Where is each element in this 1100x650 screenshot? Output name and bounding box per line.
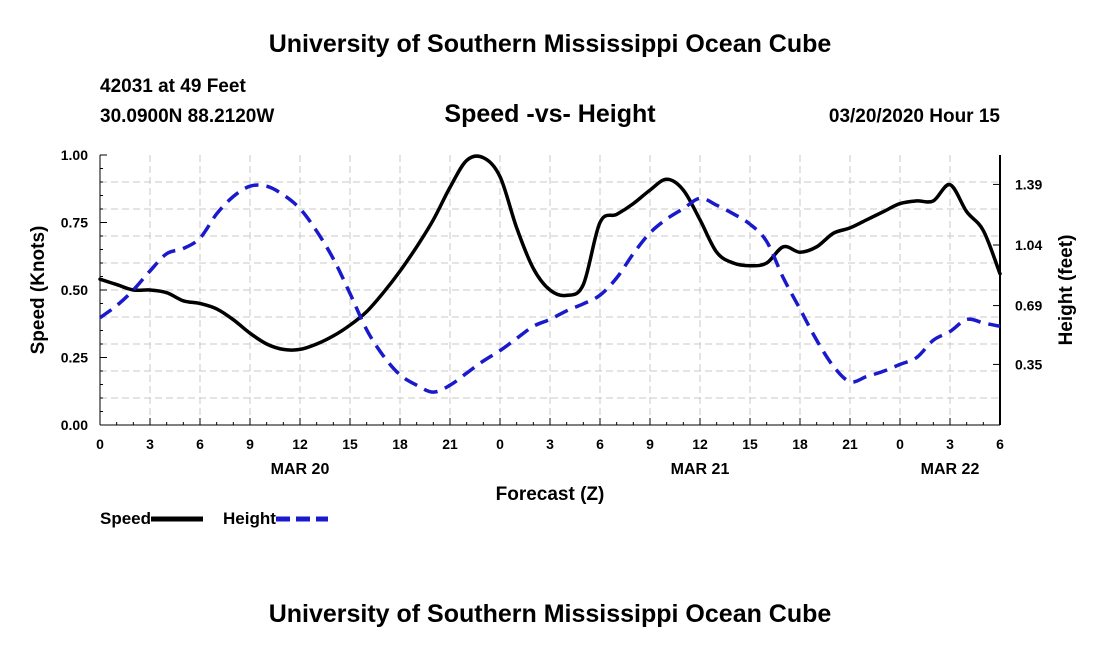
x-tick-label: 0 bbox=[496, 436, 504, 452]
x-tick-label: 21 bbox=[442, 436, 458, 452]
x-tick-label: 15 bbox=[742, 436, 758, 452]
y2-axis-title: Height (feet) bbox=[1056, 235, 1077, 346]
x-axis-title: Forecast (Z) bbox=[496, 484, 605, 505]
x-tick-label: 3 bbox=[546, 436, 554, 452]
x-tick-label: 18 bbox=[792, 436, 808, 452]
y-tick-label: 0.00 bbox=[61, 417, 88, 433]
x-tick-label: 0 bbox=[96, 436, 104, 452]
legend-item-speed: Speed bbox=[100, 509, 205, 529]
x-tick-label: 18 bbox=[392, 436, 408, 452]
height-series-line bbox=[98, 183, 1001, 394]
y-axis-title: Speed (Knots) bbox=[28, 226, 49, 355]
page-title: University of Southern Mississippi Ocean… bbox=[268, 30, 832, 58]
legend: Speed Height bbox=[100, 509, 348, 529]
y-tick-label: 0.50 bbox=[61, 282, 88, 298]
legend-height-swatch bbox=[275, 516, 328, 522]
y-tick-label: 0.25 bbox=[61, 350, 88, 366]
x-tick-label: 6 bbox=[196, 436, 204, 452]
x-tick-label: 6 bbox=[996, 436, 1004, 452]
legend-speed-label: Speed bbox=[100, 509, 152, 528]
x-tick-label: 9 bbox=[246, 436, 254, 452]
legend-speed-swatch bbox=[151, 516, 204, 522]
datetime-label: 03/20/2020 Hour 15 bbox=[828, 106, 1000, 127]
y2-tick-label: 1.39 bbox=[1015, 176, 1042, 192]
x-tick-label: 6 bbox=[596, 436, 604, 452]
x-tick-label: 3 bbox=[146, 436, 154, 452]
y2-tick-label: 0.35 bbox=[1015, 356, 1042, 372]
speed-series-line bbox=[98, 154, 1002, 352]
x-tick-label: 3 bbox=[946, 436, 954, 452]
x-tick-label: 0 bbox=[896, 436, 904, 452]
chart-title: Speed -vs- Height bbox=[444, 100, 656, 128]
legend-height-label: Height bbox=[223, 509, 276, 528]
x-tick-label: 15 bbox=[342, 436, 358, 452]
y2-tick-label: 0.69 bbox=[1015, 298, 1042, 314]
station-label: 42031 at 49 Feet bbox=[100, 76, 246, 97]
footer-title: University of Southern Mississippi Ocean… bbox=[268, 600, 832, 628]
date-label: MAR 20 bbox=[271, 461, 330, 478]
x-tick-label: 9 bbox=[646, 436, 654, 452]
coordinates-label: 30.0900N 88.2120W bbox=[100, 106, 275, 127]
x-tick-label: 12 bbox=[692, 436, 708, 452]
date-label: MAR 21 bbox=[671, 461, 730, 478]
y-tick-label: 1.00 bbox=[61, 147, 88, 163]
legend-item-height: Height bbox=[223, 509, 330, 529]
y-tick-label: 0.75 bbox=[61, 215, 88, 231]
x-tick-label: 21 bbox=[842, 436, 858, 452]
x-tick-label: 12 bbox=[292, 436, 308, 452]
y2-tick-label: 1.04 bbox=[1015, 237, 1042, 253]
date-label: MAR 22 bbox=[921, 461, 980, 478]
